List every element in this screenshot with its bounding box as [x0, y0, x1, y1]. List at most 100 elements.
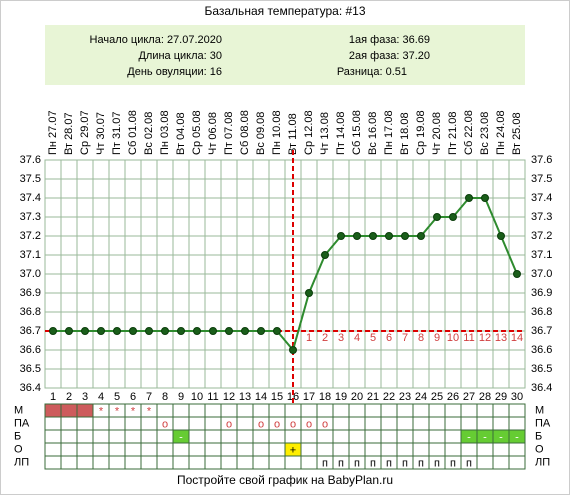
- y-tick-label: 36.6: [531, 344, 552, 356]
- table-cell: [364, 416, 382, 431]
- date-label: Пн 24.08: [495, 110, 507, 155]
- table-cell: [428, 403, 446, 418]
- table-cell: [268, 442, 286, 457]
- table-cell: [236, 455, 254, 470]
- date-label: Сб 01.08: [127, 110, 139, 155]
- table-cell: [108, 455, 126, 470]
- table-cell: [60, 416, 78, 431]
- table-cell: [76, 442, 94, 457]
- table-cell: [508, 403, 526, 418]
- x-tick-label: 15: [271, 391, 283, 403]
- table-cell: [300, 442, 318, 457]
- table-cell: [492, 416, 510, 431]
- table-cell: [172, 455, 190, 470]
- info-text: Разница: 0.51: [337, 66, 407, 78]
- y-tick-label: 37.4: [531, 192, 552, 204]
- y-tick-label: 37.3: [20, 211, 41, 223]
- phase-day-label: 4: [354, 332, 360, 344]
- phase-day-label: 3: [338, 332, 344, 344]
- date-label: Ср 19.08: [415, 110, 427, 155]
- phase-day-label: 14: [511, 332, 523, 344]
- table-cell: [220, 442, 238, 457]
- date-label: Пн 10.08: [271, 110, 283, 155]
- cell-text: п: [434, 457, 440, 469]
- table-cell: [156, 403, 174, 418]
- y-tick-label: 37.2: [20, 230, 41, 242]
- table-cell: [396, 403, 414, 418]
- cell-text: п: [322, 457, 328, 469]
- table-cell: [492, 403, 510, 418]
- table-cell: [300, 403, 318, 418]
- temperature-point: [465, 194, 473, 202]
- table-cell: [332, 403, 350, 418]
- table-cell: [124, 455, 142, 470]
- date-label: Пт 07.08: [223, 111, 235, 155]
- table-cell: [300, 429, 318, 444]
- x-tick-label: 21: [367, 391, 379, 403]
- table-cell: [476, 442, 494, 457]
- y-tick-label: 36.8: [531, 306, 552, 318]
- date-label: Ср 29.07: [79, 110, 91, 155]
- info-text: Начало цикла: 27.07.2020: [90, 34, 222, 46]
- date-label: Вт 04.08: [175, 112, 187, 155]
- table-cell: [348, 416, 366, 431]
- table-cell: [444, 429, 462, 444]
- date-label: Вс 16.08: [367, 112, 379, 155]
- date-label: Пт 14.08: [335, 111, 347, 155]
- table-cell: [220, 429, 238, 444]
- table-cell: [412, 416, 430, 431]
- table-cell: [60, 455, 78, 470]
- x-tick-label: 29: [495, 391, 507, 403]
- table-cell: [428, 416, 446, 431]
- temperature-point: [353, 232, 361, 240]
- table-cell: [380, 442, 398, 457]
- phase-day-label: 7: [402, 332, 408, 344]
- info-text: 2ая фаза: 37.20: [349, 50, 430, 62]
- row-label: ЛП: [14, 456, 29, 468]
- table-cell: [140, 416, 158, 431]
- date-label: Вс 09.08: [255, 112, 267, 155]
- table-cell: [76, 416, 94, 431]
- cell-text: o: [322, 418, 328, 430]
- table-cell: [92, 416, 110, 431]
- temperature-point: [401, 232, 409, 240]
- temperature-point: [337, 232, 345, 240]
- table-cell: [76, 455, 94, 470]
- table-cell: [188, 442, 206, 457]
- date-label: Вс 02.08: [143, 112, 155, 155]
- temperature-point: [209, 327, 217, 335]
- table-cell: [204, 416, 222, 431]
- table-cell: [508, 442, 526, 457]
- table-cell: [204, 442, 222, 457]
- table-cell: [220, 403, 238, 418]
- table-cell: [124, 429, 142, 444]
- phase-day-label: 2: [322, 332, 328, 344]
- cell-text: п: [386, 457, 392, 469]
- y-tick-label: 36.8: [20, 306, 41, 318]
- table-cell: [460, 442, 478, 457]
- table-cell: [412, 403, 430, 418]
- table-cell: [300, 455, 318, 470]
- table-cell: [252, 455, 270, 470]
- y-tick-label: 37.4: [20, 192, 41, 204]
- y-tick-label: 37.2: [531, 230, 552, 242]
- table-cell: [252, 442, 270, 457]
- row-label: О: [14, 443, 23, 455]
- table-cell: [348, 403, 366, 418]
- temperature-point: [481, 194, 489, 202]
- table-cell: [492, 442, 510, 457]
- footer: Постройте свой график на BabyPlan.ru: [177, 473, 393, 487]
- y-tick-label: 37.0: [531, 268, 552, 280]
- x-tick-label: 26: [447, 391, 459, 403]
- table-cell: [188, 455, 206, 470]
- table-cell: [108, 429, 126, 444]
- y-tick-label: 36.7: [531, 325, 552, 337]
- temperature-point: [113, 327, 121, 335]
- phase-day-label: 12: [479, 332, 491, 344]
- temperature-point: [145, 327, 153, 335]
- cell-text: -: [483, 431, 487, 443]
- table-cell: [396, 416, 414, 431]
- y-tick-label: 37.5: [20, 173, 41, 185]
- table-cell: [156, 442, 174, 457]
